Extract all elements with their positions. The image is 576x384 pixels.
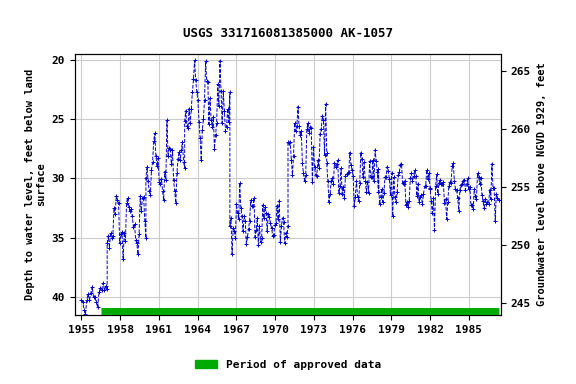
Legend: Period of approved data: Period of approved data <box>191 356 385 375</box>
Text: USGS 331716081385000 AK-1057: USGS 331716081385000 AK-1057 <box>183 27 393 40</box>
Y-axis label: Groundwater level above NGVD 1929, feet: Groundwater level above NGVD 1929, feet <box>537 63 547 306</box>
Y-axis label: Depth to water level, feet below land
surface: Depth to water level, feet below land su… <box>25 69 46 300</box>
